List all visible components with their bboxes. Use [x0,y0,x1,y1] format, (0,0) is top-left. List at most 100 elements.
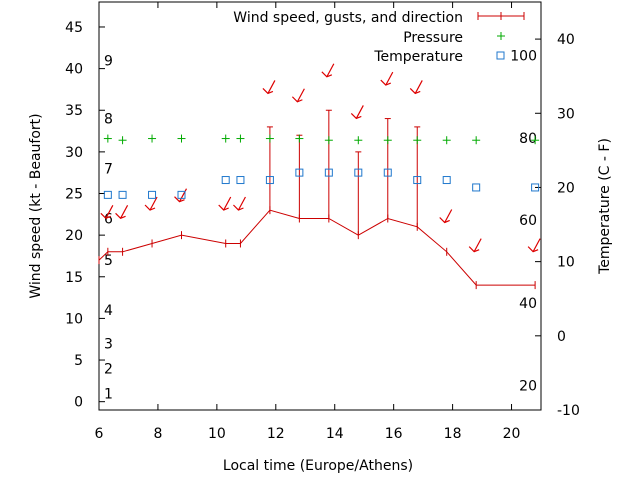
fahrenheit-label: 20 [519,379,537,395]
fahrenheit-label: 40 [519,296,537,312]
temperature-point [531,183,540,192]
arrow-head [100,212,112,220]
wind-direction-arrow [262,80,276,95]
wind-direction-arrow [350,105,364,120]
wind-direction-arrow [115,205,129,220]
arrow-shaft [532,238,541,252]
wind-direction-arrow [291,88,305,103]
pressure-point [354,136,363,145]
arrow-shaft [237,196,246,211]
fahrenheit-label: 60 [519,213,537,229]
pressure-point [472,136,481,145]
pressure-point [324,136,333,145]
wind-direction-arrow [144,196,158,211]
beaufort-label: 7 [104,162,113,178]
y-left-tick-label: 10 [65,311,83,327]
legend-wind-label: Wind speed, gusts, and direction [233,10,463,26]
y-left-tick-label: 30 [65,145,83,161]
legend-temperature-symbol [496,51,505,60]
arrow-shaft [296,88,305,103]
pressure-point [383,136,392,145]
y-right-tick-label: -10 [557,403,580,419]
x-tick-label: 14 [326,426,344,442]
pressure-point [221,134,230,143]
pressure-point [413,136,422,145]
beaufort-label: 6 [104,211,113,227]
temperature-point [383,168,392,177]
beaufort-label: 5 [104,253,113,269]
arrow-head [439,217,450,224]
arrow-head [527,246,539,253]
y-right-tick-label: 0 [557,329,566,345]
temperature-point [354,168,363,177]
wind-speed-line [98,209,536,286]
wind-direction-arrow [409,80,423,95]
arrow-head [174,196,185,203]
temperature-point [295,168,304,177]
y-axis-label-right: Temperature (C - F) [597,138,613,275]
y-left-tick-label: 0 [74,395,83,411]
arrow-head [144,204,156,211]
plot-frame [98,1,542,411]
pressure-point [148,134,157,143]
legend-temperature-label: Temperature [373,49,463,65]
legend-wind-symbol [477,12,525,20]
pressure-point [531,136,540,145]
y-right-tick-label: 40 [557,32,575,48]
y-right-tick-label: 10 [557,255,575,271]
x-tick-label: 20 [503,426,521,442]
pressure-point [103,134,112,143]
x-tick-label: 6 [95,426,104,442]
arrow-head [468,246,480,253]
arrow-head [409,88,421,95]
pressure-point [236,134,245,143]
temperature-point [413,176,422,185]
temperature-point [265,176,274,185]
y-right-tick-label: 20 [557,180,575,196]
arrow-head [233,204,244,211]
arrow-head [291,96,303,103]
arrow-shaft [326,63,335,78]
legend-pressure-label: Pressure [403,30,463,46]
y-left-tick-label: 45 [65,20,83,36]
arrow-shaft [385,71,394,86]
wind-direction-arrow [174,188,188,203]
wind-direction-arrow [321,63,335,78]
temperature-point [442,176,451,185]
arrow-shaft [355,105,364,119]
wind-direction-arrow [439,209,453,224]
arrow-shaft [473,238,482,252]
arrow-head [350,112,362,120]
y-left-tick-label: 25 [65,187,83,203]
beaufort-label: 4 [104,303,113,319]
arrow-head [321,71,333,78]
x-tick-label: 12 [267,426,285,442]
arrow-head [218,204,229,211]
fahrenheit-label: 100 [510,48,537,64]
legend-pressure-symbol [497,32,505,40]
temperature-point [472,183,481,192]
y-axis-label-left: Wind speed (kt - Beaufort) [28,113,44,298]
y-left-tick-label: 35 [65,103,83,119]
arrow-shaft [120,205,129,219]
arrow-shaft [223,196,232,211]
fahrenheit-label: 80 [519,131,537,147]
pressure-point [265,134,274,143]
wind-direction-arrow [233,196,246,211]
wind-direction-arrow [100,205,114,220]
arrow-shaft [444,209,453,223]
pressure-point [118,136,127,145]
beaufort-label: 1 [104,386,113,402]
x-tick-label: 8 [153,426,162,442]
arrow-shaft [267,80,276,94]
pressure-point [295,134,304,143]
wind-direction-arrow [527,238,541,253]
arrow-shaft [149,196,158,211]
wind-direction-arrow [218,196,232,211]
pressure-point [442,136,451,145]
y-left-tick-label: 40 [65,62,83,78]
temperature-point [103,190,112,199]
x-axis-label: Local time (Europe/Athens) [223,458,413,474]
y-left-tick-label: 20 [65,228,83,244]
